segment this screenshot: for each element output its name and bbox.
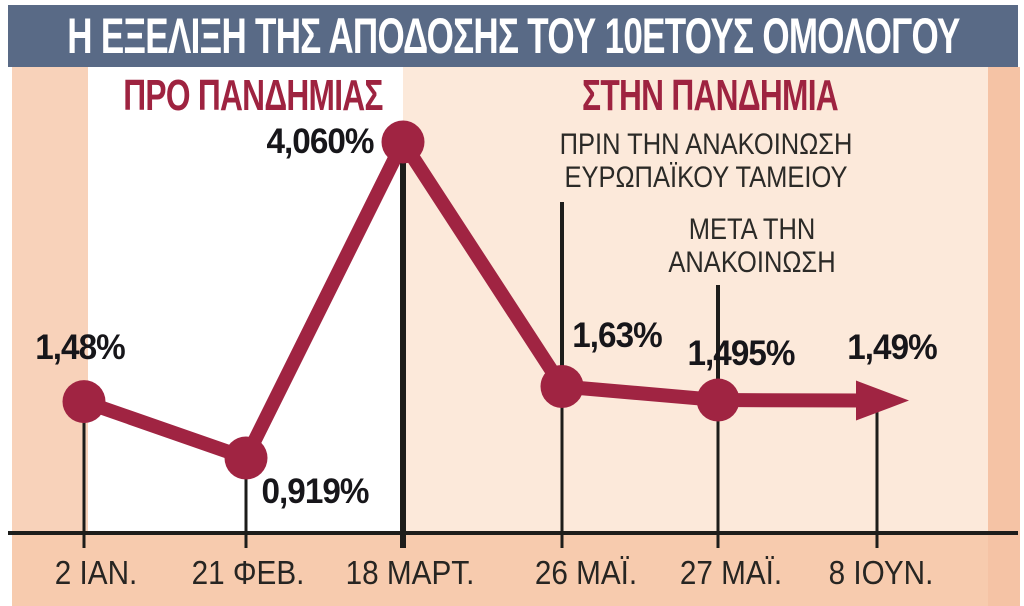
x-axis-line bbox=[8, 531, 1018, 535]
x-axis-strip bbox=[12, 535, 988, 606]
value-label: 4,060% bbox=[266, 122, 374, 161]
x-axis-label: 27 ΜΑΪ. bbox=[679, 554, 783, 591]
value-label: 1,495% bbox=[687, 334, 795, 373]
x-axis-label: 21 ΦΕΒ. bbox=[191, 554, 305, 591]
value-label: 0,919% bbox=[261, 472, 369, 511]
value-label: 1,63% bbox=[572, 316, 662, 355]
annotation-before-line1: ΠΡΙΝ ΤΗΝ ΑΝΑΚΟΙΝΩΣΗ bbox=[559, 128, 853, 161]
x-axis-label: 18 ΜΑΡΤ. bbox=[345, 554, 475, 591]
title-bar: Η ΕΞΕΛΙΞΗ ΤΗΣ ΑΠΟΔΟΣΗΣ ΤΟΥ 10ΕΤΟΥΣ ΟΜΟΛΟ… bbox=[8, 5, 1018, 67]
x-axis-label: 26 ΜΑΪ. bbox=[534, 554, 638, 591]
section-label-in-pandemic: ΣΤΗΝ ΠΑΝΔΗΜΙΑ bbox=[582, 71, 839, 120]
x-axis-label: 8 ΙΟΥΝ. bbox=[828, 554, 934, 591]
annotation-before-line2: ΕΥΡΩΠΑΪΚΟΥ ΤΑΜΕΙΟΥ bbox=[564, 161, 848, 194]
value-label: 1,49% bbox=[847, 328, 937, 367]
annotation-after-line2: ΑΝΑΚΟΙΝΩΣΗ bbox=[668, 246, 836, 279]
annotation-after-line1: ΜΕΤΑ ΤΗΝ bbox=[688, 213, 816, 246]
right-margin-strip bbox=[988, 67, 1020, 606]
value-label: 1,48% bbox=[35, 328, 125, 367]
section-label-pre-pandemic: ΠΡΟ ΠΑΝΔΗΜΙΑΣ bbox=[123, 71, 383, 120]
annotation-before-announcement: ΠΡΙΝ ΤΗΝ ΑΝΑΚΟΙΝΩΣΗ ΕΥΡΩΠΑΪΚΟΥ ΤΑΜΕΙΟΥ bbox=[560, 128, 853, 194]
page-title: Η ΕΞΕΛΙΞΗ ΤΗΣ ΑΠΟΔΟΣΗΣ ΤΟΥ 10ΕΤΟΥΣ ΟΜΟΛΟ… bbox=[66, 8, 960, 64]
left-margin-strip bbox=[12, 67, 88, 534]
x-axis-label: 2 ΙΑΝ. bbox=[54, 554, 138, 591]
annotation-after-announcement: ΜΕΤΑ ΤΗΝ ΑΝΑΚΟΙΝΩΣΗ bbox=[668, 213, 835, 279]
